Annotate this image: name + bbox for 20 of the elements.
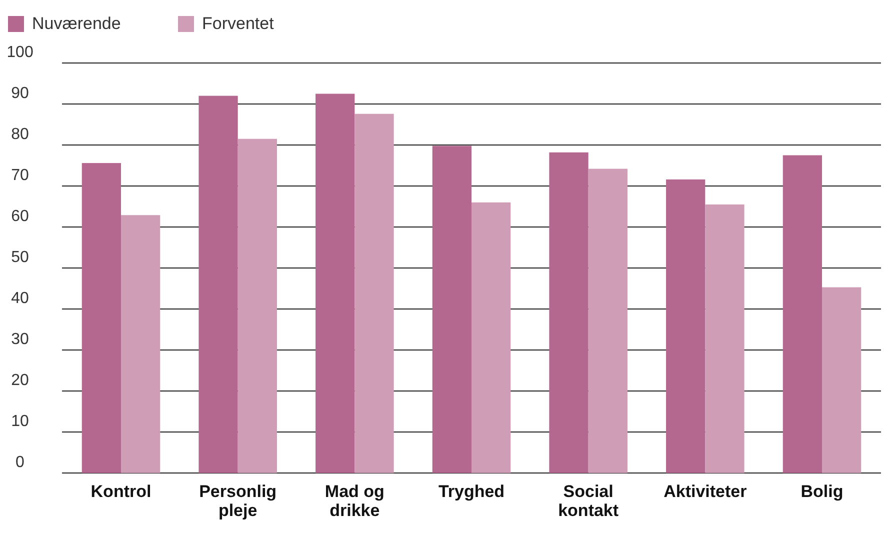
x-tick-label: Mad og drikke	[324, 482, 384, 520]
y-tick-label: 60	[11, 208, 29, 226]
x-tick-label: Aktiviteter	[664, 482, 748, 501]
y-tick-label: 20	[11, 372, 29, 390]
x-tick-label: Tryghed	[438, 482, 505, 501]
y-tick-label: 90	[11, 85, 29, 102]
y-tick-label: 100	[6, 44, 34, 62]
legend-label: Forventet	[202, 14, 274, 33]
y-tick-label: 0	[16, 454, 25, 472]
y-tick-label: 10	[11, 413, 29, 430]
x-tick-label: Personlig pleje	[199, 482, 277, 520]
y-tick-label: 40	[11, 290, 29, 308]
x-tick-label: Social kontakt	[558, 482, 619, 520]
x-tick-label: Kontrol	[90, 482, 152, 501]
y-tick-label: 70	[11, 167, 29, 184]
y-tick-label: 50	[11, 249, 29, 266]
y-tick-label: 80	[11, 126, 29, 144]
legend-label: Nuværende	[32, 14, 121, 33]
y-tick-label: 30	[11, 331, 29, 348]
x-tick-label: Bolig	[800, 482, 844, 501]
